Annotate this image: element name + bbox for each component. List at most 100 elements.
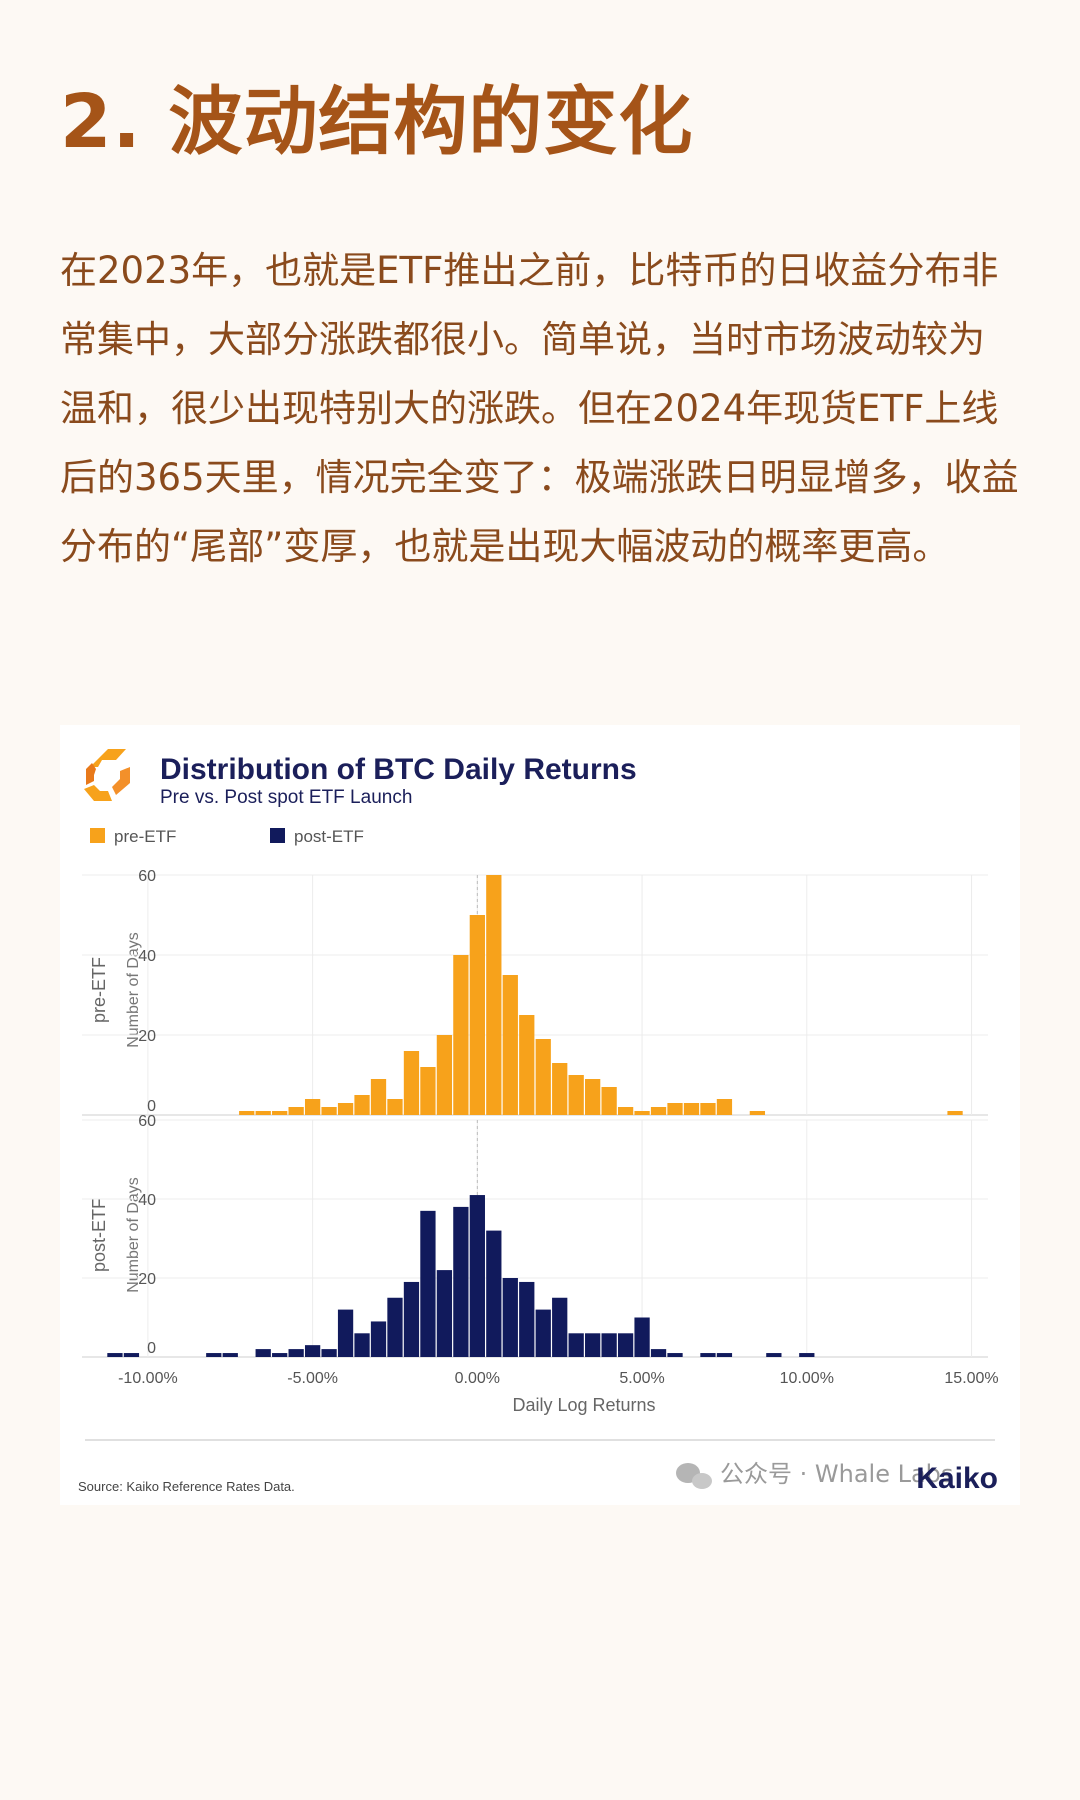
histogram-bar-pre-etf <box>617 1107 634 1115</box>
x-axis-label: Daily Log Returns <box>512 1395 655 1415</box>
y-tick-label: 20 <box>138 1028 156 1045</box>
histogram-bar-post-etf <box>370 1321 387 1357</box>
section-heading: 2. 波动结构的变化 <box>60 79 694 165</box>
histogram-bar-post-etf <box>634 1317 650 1357</box>
histogram-bar-post-etf <box>650 1349 667 1357</box>
histogram-bar-post-etf <box>304 1345 321 1357</box>
histogram-bar-pre-etf <box>469 915 485 1115</box>
histogram-bar-pre-etf <box>420 1067 436 1115</box>
panel-label-post-etf: post-ETF <box>89 1198 109 1272</box>
histogram-bar-pre-etf <box>568 1075 584 1115</box>
histogram-bar-pre-etf <box>535 1039 551 1115</box>
histogram-bar-post-etf <box>255 1349 271 1357</box>
returns-histogram-chart: Distribution of BTC Daily Returns Pre vs… <box>78 749 999 1495</box>
y-axis-label-post-etf: Number of Days <box>125 1177 142 1293</box>
histogram-bar-pre-etf <box>486 875 502 1115</box>
y-tick-label: 60 <box>138 868 156 885</box>
x-tick-label: 10.00% <box>780 1370 834 1387</box>
chart-card: Distribution of BTC Daily Returns Pre vs… <box>60 725 1020 1505</box>
histogram-bar-pre-etf <box>387 1099 403 1115</box>
x-tick-label: -10.00% <box>118 1370 178 1387</box>
histogram-bar-pre-etf <box>337 1103 354 1115</box>
histogram-bar-post-etf <box>337 1309 354 1357</box>
histogram-bar-post-etf <box>552 1297 568 1357</box>
y-tick-label: 0 <box>147 1340 156 1357</box>
histogram-bar-post-etf <box>354 1333 370 1357</box>
histogram-bar-post-etf <box>222 1353 238 1357</box>
histogram-bar-post-etf <box>617 1333 634 1357</box>
legend-label-pre-etf: pre-ETF <box>114 827 176 846</box>
histogram-bar-pre-etf <box>683 1103 700 1115</box>
chart-title: Distribution of BTC Daily Returns <box>160 753 637 786</box>
legend-swatch-post-etf <box>270 828 285 843</box>
histogram-bar-post-etf <box>700 1353 716 1357</box>
histogram-bar-pre-etf <box>453 955 469 1115</box>
histogram-bar-post-etf <box>469 1195 485 1357</box>
y-tick-label: 60 <box>138 1113 156 1130</box>
histogram-bar-pre-etf <box>519 1015 535 1115</box>
y-tick-label: 20 <box>138 1271 156 1288</box>
brand-wordmark: Kaiko <box>916 1462 998 1495</box>
histogram-bar-post-etf <box>502 1278 518 1357</box>
histogram-bar-pre-etf <box>634 1111 650 1115</box>
histogram-bar-pre-etf <box>502 975 518 1115</box>
panel-label-pre-etf: pre-ETF <box>89 957 109 1023</box>
histogram-bar-post-etf <box>206 1353 222 1357</box>
x-tick-label: 5.00% <box>619 1370 664 1387</box>
histogram-bar-post-etf <box>436 1270 453 1357</box>
legend-label-post-etf: post-ETF <box>294 827 364 846</box>
histogram-bar-pre-etf <box>436 1035 453 1115</box>
histogram-bar-post-etf <box>568 1333 584 1357</box>
wechat-icon <box>676 1463 712 1489</box>
source-note: Source: Kaiko Reference Rates Data. <box>78 1479 295 1494</box>
histogram-bar-pre-etf <box>304 1099 321 1115</box>
watermark-text: 公众号 · Whale Labs <box>720 1460 953 1488</box>
histogram-bar-post-etf <box>667 1353 683 1357</box>
histogram-bar-post-etf <box>766 1353 782 1357</box>
histogram-bar-pre-etf <box>272 1111 288 1115</box>
histogram-bar-pre-etf <box>716 1099 733 1115</box>
histogram-bar-pre-etf <box>255 1111 271 1115</box>
histogram-bar-pre-etf <box>700 1103 716 1115</box>
kaiko-logo-icon <box>84 749 130 801</box>
histogram-bar-pre-etf <box>403 1051 420 1115</box>
histogram-bar-pre-etf <box>288 1107 304 1115</box>
histogram-bar-pre-etf <box>552 1063 568 1115</box>
histogram-bar-post-etf <box>288 1349 304 1357</box>
histogram-bar-pre-etf <box>239 1111 255 1115</box>
histogram-bar-pre-etf <box>749 1111 766 1115</box>
y-tick-label: 40 <box>138 1192 156 1209</box>
histogram-bar-pre-etf <box>667 1103 683 1115</box>
body-paragraph: 在2023年，也就是ETF推出之前，比特币的日收益分布非常集中，大部分涨跌都很小… <box>60 249 1019 568</box>
histogram-bar-post-etf <box>453 1206 469 1357</box>
histogram-bar-post-etf <box>123 1353 140 1357</box>
histogram-bar-pre-etf <box>321 1107 337 1115</box>
histogram-bar-post-etf <box>716 1353 733 1357</box>
histogram-bar-pre-etf <box>370 1079 387 1115</box>
x-tick-label: -5.00% <box>287 1370 338 1387</box>
legend-swatch-pre-etf <box>90 828 105 843</box>
x-tick-label: 15.00% <box>944 1370 998 1387</box>
histogram-bar-post-etf <box>799 1353 815 1357</box>
histogram-bar-pre-etf <box>650 1107 667 1115</box>
histogram-bar-post-etf <box>535 1309 551 1357</box>
histogram-bar-post-etf <box>272 1353 288 1357</box>
histogram-bar-post-etf <box>585 1333 601 1357</box>
histogram-bar-post-etf <box>387 1297 403 1357</box>
x-tick-label: 0.00% <box>455 1370 500 1387</box>
y-axis-label-pre-etf: Number of Days <box>125 932 142 1048</box>
histogram-bar-post-etf <box>601 1333 617 1357</box>
histogram-bar-post-etf <box>519 1281 535 1357</box>
chart-subtitle: Pre vs. Post spot ETF Launch <box>160 787 412 808</box>
y-tick-label: 0 <box>147 1098 156 1115</box>
histogram-bar-post-etf <box>486 1230 502 1357</box>
histogram-bar-post-etf <box>420 1210 436 1357</box>
histogram-bar-post-etf <box>107 1353 123 1357</box>
histogram-bar-pre-etf <box>585 1079 601 1115</box>
histogram-bar-post-etf <box>403 1281 420 1357</box>
histogram-bar-pre-etf <box>354 1095 370 1115</box>
histogram-bar-post-etf <box>321 1349 337 1357</box>
y-tick-label: 40 <box>138 948 156 965</box>
histogram-bar-pre-etf <box>947 1111 963 1115</box>
